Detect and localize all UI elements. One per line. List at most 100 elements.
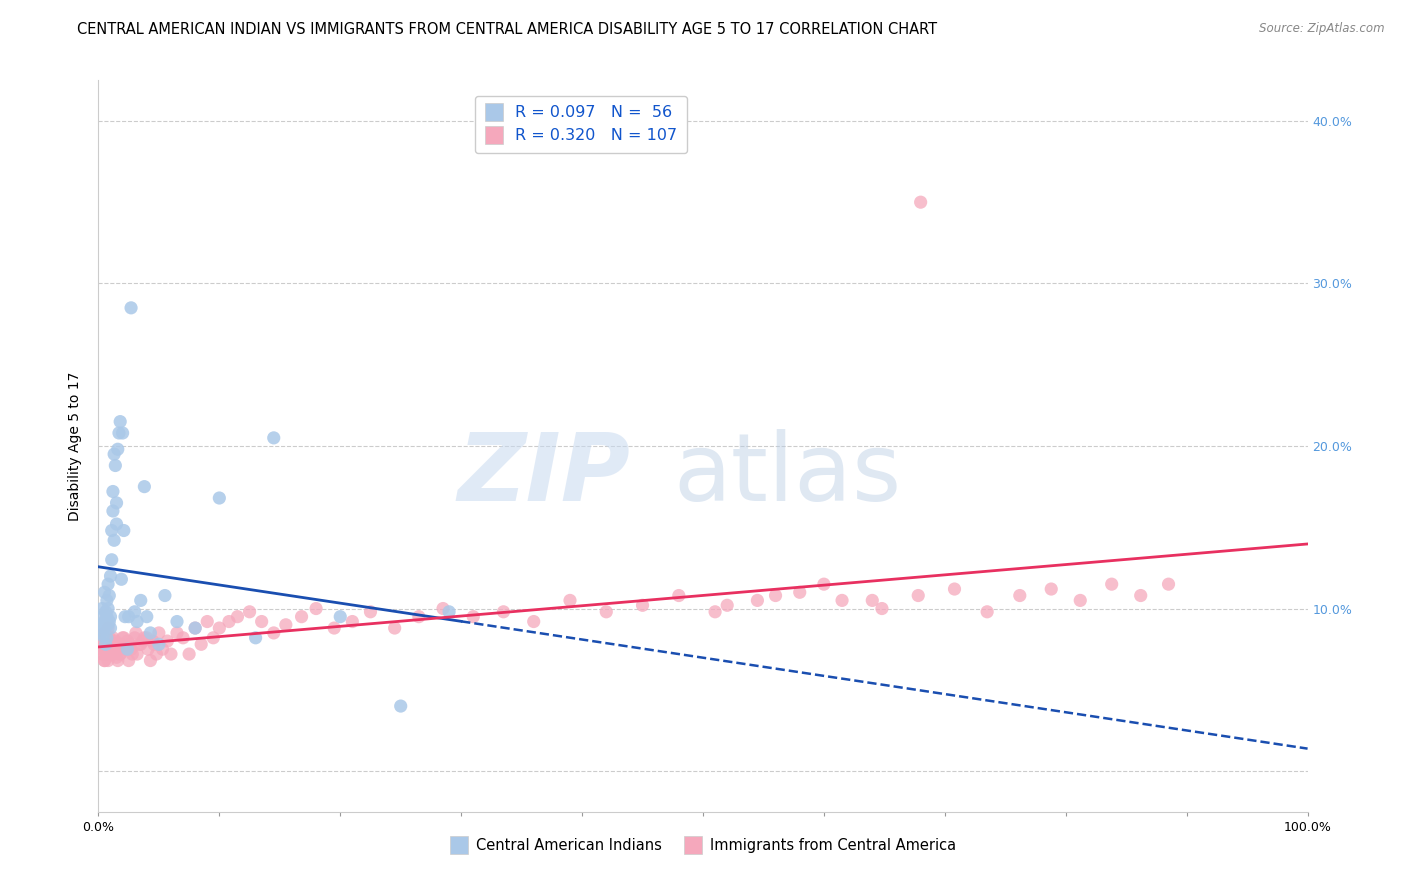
Point xyxy=(208,621,231,635)
Point xyxy=(274,617,297,632)
Point xyxy=(360,605,382,619)
Point xyxy=(107,642,129,657)
Point xyxy=(132,634,155,648)
Point xyxy=(118,609,141,624)
Point xyxy=(117,642,139,657)
Point xyxy=(94,605,117,619)
Point xyxy=(91,629,114,643)
Point xyxy=(100,553,122,567)
Point xyxy=(112,524,135,538)
Point xyxy=(115,642,138,657)
Point xyxy=(226,609,249,624)
Point xyxy=(716,599,738,613)
Point xyxy=(93,621,115,635)
Point xyxy=(195,615,218,629)
Point xyxy=(96,647,118,661)
Point xyxy=(93,615,115,629)
Point xyxy=(263,431,285,445)
Point xyxy=(408,609,430,624)
Point xyxy=(94,637,117,651)
Point xyxy=(117,634,139,648)
Point xyxy=(202,631,225,645)
Point xyxy=(112,631,135,645)
Point xyxy=(120,642,142,657)
Point xyxy=(184,621,207,635)
Text: ZIP: ZIP xyxy=(457,429,630,521)
Point xyxy=(118,637,141,651)
Point xyxy=(111,425,134,440)
Point xyxy=(93,654,115,668)
Point xyxy=(90,631,112,645)
Point xyxy=(142,634,165,648)
Point xyxy=(108,425,131,440)
Legend: Central American Indians, Immigrants from Central America: Central American Indians, Immigrants fro… xyxy=(444,832,962,859)
Point xyxy=(97,621,120,635)
Point xyxy=(96,609,118,624)
Point xyxy=(125,626,148,640)
Point xyxy=(94,637,117,651)
Point xyxy=(100,524,122,538)
Point xyxy=(103,642,125,657)
Point xyxy=(208,491,231,505)
Point xyxy=(184,621,207,635)
Point xyxy=(153,589,176,603)
Point xyxy=(595,605,617,619)
Point xyxy=(100,647,122,661)
Point xyxy=(118,654,141,668)
Point xyxy=(98,631,121,645)
Text: atlas: atlas xyxy=(673,429,901,521)
Point xyxy=(136,642,159,657)
Point xyxy=(305,601,328,615)
Point xyxy=(148,626,170,640)
Point xyxy=(97,601,120,615)
Point xyxy=(127,647,149,661)
Y-axis label: Disability Age 5 to 17: Disability Age 5 to 17 xyxy=(69,371,83,521)
Point xyxy=(114,642,136,657)
Point xyxy=(148,637,170,651)
Point xyxy=(128,637,150,651)
Point xyxy=(100,609,122,624)
Point xyxy=(831,593,853,607)
Point xyxy=(156,634,179,648)
Point xyxy=(105,650,128,665)
Point xyxy=(976,605,998,619)
Point xyxy=(129,637,152,651)
Point xyxy=(558,593,581,607)
Point xyxy=(139,626,162,640)
Point xyxy=(384,621,406,635)
Point xyxy=(94,642,117,657)
Point xyxy=(143,637,166,651)
Point xyxy=(129,593,152,607)
Point xyxy=(134,631,156,645)
Point xyxy=(492,605,515,619)
Point xyxy=(104,637,127,651)
Point xyxy=(93,654,115,668)
Point xyxy=(139,654,162,668)
Point xyxy=(1129,589,1152,603)
Point xyxy=(101,484,124,499)
Point xyxy=(145,647,167,661)
Point xyxy=(239,605,262,619)
Point xyxy=(668,589,690,603)
Point xyxy=(179,647,201,661)
Point xyxy=(631,599,654,613)
Point xyxy=(218,615,240,629)
Text: CENTRAL AMERICAN INDIAN VS IMMIGRANTS FROM CENTRAL AMERICA DISABILITY AGE 5 TO 1: CENTRAL AMERICAN INDIAN VS IMMIGRANTS FR… xyxy=(77,22,938,37)
Point xyxy=(91,601,114,615)
Point xyxy=(245,631,267,645)
Point xyxy=(97,654,120,668)
Point xyxy=(134,480,156,494)
Point xyxy=(90,626,112,640)
Point xyxy=(121,647,143,661)
Point xyxy=(108,415,131,429)
Point xyxy=(100,637,122,651)
Point xyxy=(91,647,114,661)
Point xyxy=(166,615,188,629)
Point xyxy=(107,442,129,457)
Text: Source: ZipAtlas.com: Source: ZipAtlas.com xyxy=(1260,22,1385,36)
Point xyxy=(120,301,142,315)
Point xyxy=(124,605,146,619)
Point xyxy=(91,637,114,651)
Point xyxy=(104,458,127,473)
Point xyxy=(93,585,115,599)
